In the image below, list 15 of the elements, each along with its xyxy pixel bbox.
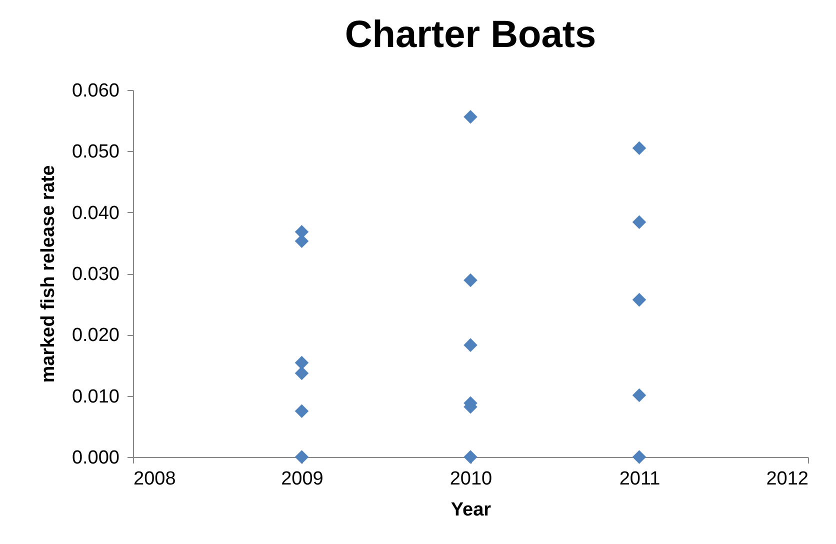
y-tick-label: 0.060 xyxy=(72,80,120,102)
y-axis-title: marked fish release rate xyxy=(38,165,59,383)
x-axis-title: Year xyxy=(450,500,492,520)
x-tick-label: 2012 xyxy=(766,468,808,490)
chart-title: Charter Boats xyxy=(344,14,596,56)
x-tick-label: 2008 xyxy=(134,468,176,490)
y-tick-label: 0.010 xyxy=(72,386,120,408)
y-tick-label: 0.000 xyxy=(72,448,120,468)
x-tick-label: 2011 xyxy=(619,468,660,490)
y-tick-label: 0.030 xyxy=(72,264,120,285)
y-tick-label: 0.050 xyxy=(72,142,120,163)
x-tick-label: 2009 xyxy=(281,468,324,490)
y-tick-label: 0.020 xyxy=(72,325,120,346)
y-tick-label: 0.040 xyxy=(72,202,120,224)
x-tick-label: 2010 xyxy=(450,468,492,490)
